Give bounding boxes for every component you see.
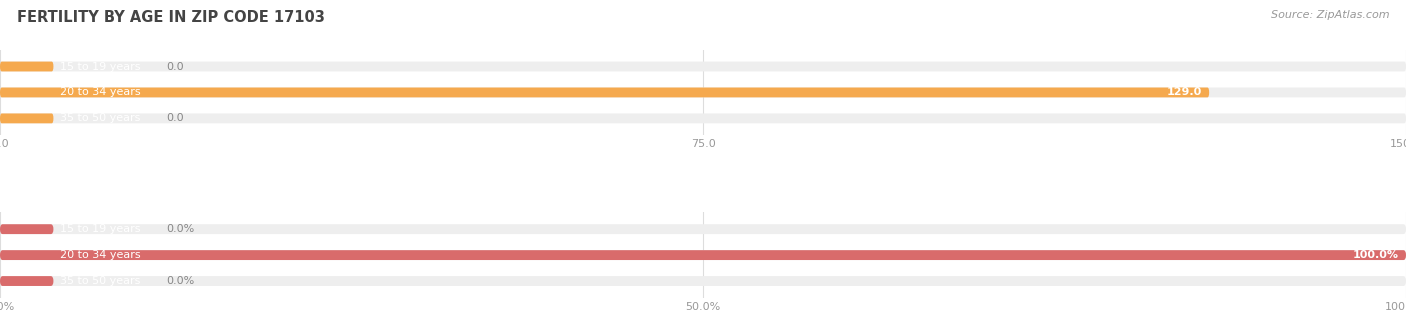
FancyBboxPatch shape: [0, 224, 1406, 234]
Text: 0.0: 0.0: [166, 114, 184, 123]
Text: 0.0: 0.0: [166, 62, 184, 71]
FancyBboxPatch shape: [0, 250, 1406, 260]
FancyBboxPatch shape: [0, 250, 1406, 260]
Text: 15 to 19 years: 15 to 19 years: [60, 62, 141, 71]
Text: FERTILITY BY AGE IN ZIP CODE 17103: FERTILITY BY AGE IN ZIP CODE 17103: [17, 10, 325, 25]
FancyBboxPatch shape: [0, 62, 53, 71]
Text: Source: ZipAtlas.com: Source: ZipAtlas.com: [1271, 10, 1389, 20]
FancyBboxPatch shape: [0, 114, 1406, 123]
Text: 129.0: 129.0: [1167, 87, 1202, 97]
FancyBboxPatch shape: [0, 87, 1209, 97]
FancyBboxPatch shape: [0, 114, 53, 123]
Text: 20 to 34 years: 20 to 34 years: [60, 250, 141, 260]
FancyBboxPatch shape: [0, 276, 53, 286]
Text: 100.0%: 100.0%: [1353, 250, 1399, 260]
FancyBboxPatch shape: [0, 62, 1406, 71]
FancyBboxPatch shape: [0, 87, 1406, 97]
FancyBboxPatch shape: [0, 276, 1406, 286]
Text: 20 to 34 years: 20 to 34 years: [60, 87, 141, 97]
FancyBboxPatch shape: [0, 224, 53, 234]
Text: 35 to 50 years: 35 to 50 years: [60, 276, 141, 286]
Text: 15 to 19 years: 15 to 19 years: [60, 224, 141, 234]
Text: 35 to 50 years: 35 to 50 years: [60, 114, 141, 123]
Text: 0.0%: 0.0%: [166, 276, 194, 286]
Text: 0.0%: 0.0%: [166, 224, 194, 234]
